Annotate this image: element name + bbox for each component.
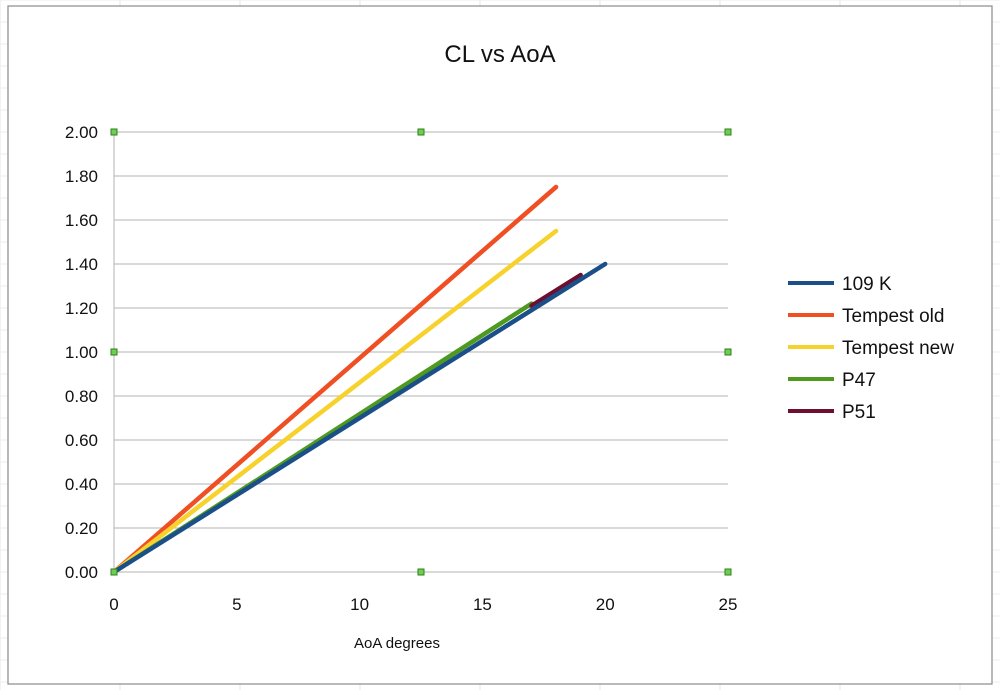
legend-label: 109 K <box>842 274 892 295</box>
x-axis-label: AoA degrees <box>354 635 440 652</box>
x-tick-label: 0 <box>109 595 118 614</box>
x-tick-label: 25 <box>719 595 738 614</box>
y-tick-label: 1.20 <box>65 299 98 318</box>
series-line-tempest-new[interactable] <box>111 228 559 575</box>
legend-label: P51 <box>842 402 876 423</box>
chart-title: CL vs AoA <box>444 41 555 68</box>
legend-label: Tempest old <box>842 306 944 327</box>
y-tick-label: 0.80 <box>65 387 98 406</box>
x-tick-label: 10 <box>350 595 369 614</box>
gridlines <box>113 131 728 573</box>
x-axis-ticks: 0 5 10 15 20 25 <box>109 595 737 614</box>
x-tick-label: 20 <box>596 595 615 614</box>
y-tick-label: 1.60 <box>65 211 98 230</box>
series-lines <box>111 184 608 575</box>
selection-handles <box>110 128 732 576</box>
selection-handle[interactable] <box>417 568 425 576</box>
y-tick-label: 2.00 <box>65 123 98 142</box>
selection-handle[interactable] <box>110 348 118 356</box>
y-tick-label: 1.80 <box>65 167 98 186</box>
y-tick-label: 0.00 <box>65 563 98 582</box>
legend[interactable]: 109 K Tempest old Tempest new P47 P51 <box>788 274 954 423</box>
series-line-p51[interactable] <box>529 272 583 309</box>
selection-handle[interactable] <box>724 348 732 356</box>
series-line-109-k[interactable] <box>111 261 608 575</box>
selection-handle[interactable] <box>110 128 118 136</box>
y-tick-label: 0.20 <box>65 519 98 538</box>
selection-handle[interactable] <box>417 128 425 136</box>
selection-handle[interactable] <box>724 568 732 576</box>
y-tick-label: 0.60 <box>65 431 98 450</box>
y-tick-label: 1.00 <box>65 343 98 362</box>
x-tick-label: 5 <box>232 595 241 614</box>
selection-handle[interactable] <box>110 568 118 576</box>
series-line-tempest-old[interactable] <box>111 184 559 575</box>
y-axis-ticks: 0.00 0.20 0.40 0.60 0.80 1.00 1.20 1.40 1.60 1.80… <box>65 123 98 582</box>
y-tick-label: 1.40 <box>65 255 98 274</box>
legend-label: P47 <box>842 370 876 391</box>
y-tick-label: 0.40 <box>65 475 98 494</box>
selection-handle[interactable] <box>724 128 732 136</box>
legend-label: Tempest new <box>842 338 954 359</box>
x-tick-label: 15 <box>473 595 492 614</box>
